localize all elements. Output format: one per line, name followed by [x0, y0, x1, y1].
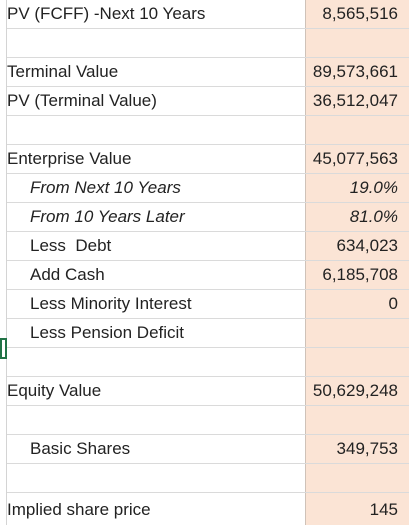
cell-less-minority-label[interactable]: Less Minority Interest — [30, 294, 192, 313]
cell-pv-fcff-value[interactable]: 8,565,516 — [305, 0, 409, 28]
cell-less-debt-label[interactable]: Less Debt — [30, 236, 112, 255]
cell-blank-value[interactable] — [305, 406, 409, 434]
cell-pv-terminal-label[interactable]: PV (Terminal Value) — [7, 91, 157, 110]
table-row: Enterprise Value 45,077,563 — [0, 145, 409, 174]
table-row: Less Debt 634,023 — [0, 232, 409, 261]
cell-blank-value[interactable] — [305, 464, 409, 492]
cell-implied-price-label[interactable]: Implied share price — [7, 500, 151, 519]
cell-blank-value[interactable] — [305, 29, 409, 57]
cell-terminal-value-value[interactable]: 89,573,661 — [305, 58, 409, 86]
cell-from-10-later-label[interactable]: From 10 Years Later — [30, 207, 185, 226]
from-10-later-value: 81.0% — [349, 207, 398, 226]
terminal-value: 89,573,661 — [312, 62, 398, 81]
cell-from-next-10-value[interactable]: 19.0% — [305, 174, 409, 202]
cell-from-next-10-label[interactable]: From Next 10 Years — [30, 178, 181, 197]
cell-blank-label[interactable] — [7, 464, 307, 492]
basic-shares-value: 349,753 — [336, 439, 398, 458]
table-row: From 10 Years Later 81.0% — [0, 203, 409, 232]
from-next-10-value: 19.0% — [349, 178, 398, 197]
cell-blank-value[interactable] — [305, 116, 409, 144]
table-row: Less Pension Deficit — [0, 319, 409, 348]
cell-terminal-value-label[interactable]: Terminal Value — [7, 62, 119, 81]
table-row — [0, 348, 409, 377]
table-row: Implied share price 145 — [0, 493, 409, 525]
cell-basic-shares-label[interactable]: Basic Shares — [30, 439, 131, 458]
table-row: Basic Shares 349,753 — [0, 435, 409, 464]
cell-blank-value[interactable] — [305, 348, 409, 376]
cell-from-10-later-value[interactable]: 81.0% — [305, 203, 409, 231]
equity-value: 50,629,248 — [312, 381, 398, 400]
cell-enterprise-value-value[interactable]: 45,077,563 — [305, 145, 409, 173]
table-row: From Next 10 Years 19.0% — [0, 174, 409, 203]
enterprise-value: 45,077,563 — [312, 149, 398, 168]
cell-blank-label[interactable] — [7, 406, 307, 434]
less-minority-value: 0 — [388, 294, 398, 313]
cell-blank-label[interactable] — [7, 348, 307, 376]
cell-less-pension-label[interactable]: Less Pension Deficit — [30, 323, 185, 342]
implied-price-value: 145 — [369, 500, 398, 519]
table-row — [0, 29, 409, 58]
cell-pv-terminal-value[interactable]: 36,512,047 — [305, 87, 409, 115]
cell-pv-fcff-label[interactable]: PV (FCFF) -Next 10 Years — [7, 4, 206, 23]
table-row: Terminal Value 89,573,661 — [0, 58, 409, 87]
cell-blank-label[interactable] — [7, 116, 307, 144]
cell-less-debt-value[interactable]: 634,023 — [305, 232, 409, 260]
table-row: Add Cash 6,185,708 — [0, 261, 409, 290]
row-header-strip[interactable] — [0, 0, 7, 525]
table-row: Less Minority Interest 0 — [0, 290, 409, 319]
cell-add-cash-value[interactable]: 6,185,708 — [305, 261, 409, 289]
add-cash-value: 6,185,708 — [322, 265, 398, 284]
pv-fcff-value: 8,565,516 — [322, 4, 398, 23]
table-row: Equity Value 50,629,248 — [0, 377, 409, 406]
table-row — [0, 406, 409, 435]
cell-less-pension-value[interactable] — [305, 319, 409, 347]
less-debt-value: 634,023 — [336, 236, 398, 255]
selected-row-indicator — [0, 338, 7, 359]
cell-blank-label[interactable] — [7, 29, 307, 57]
cell-add-cash-label[interactable]: Add Cash — [30, 265, 105, 284]
cell-less-minority-value[interactable]: 0 — [305, 290, 409, 318]
pv-terminal-value: 36,512,047 — [312, 91, 398, 110]
cell-implied-price-value[interactable]: 145 — [305, 493, 409, 525]
cell-basic-shares-value[interactable]: 349,753 — [305, 435, 409, 463]
table-row: PV (Terminal Value) 36,512,047 — [0, 87, 409, 116]
table-row — [0, 116, 409, 145]
table-row: PV (FCFF) -Next 10 Years 8,565,516 — [0, 0, 409, 29]
cell-equity-value-label[interactable]: Equity Value — [7, 381, 102, 400]
table-row — [0, 464, 409, 493]
cell-equity-value-value[interactable]: 50,629,248 — [305, 377, 409, 405]
cell-enterprise-value-label[interactable]: Enterprise Value — [7, 149, 132, 168]
